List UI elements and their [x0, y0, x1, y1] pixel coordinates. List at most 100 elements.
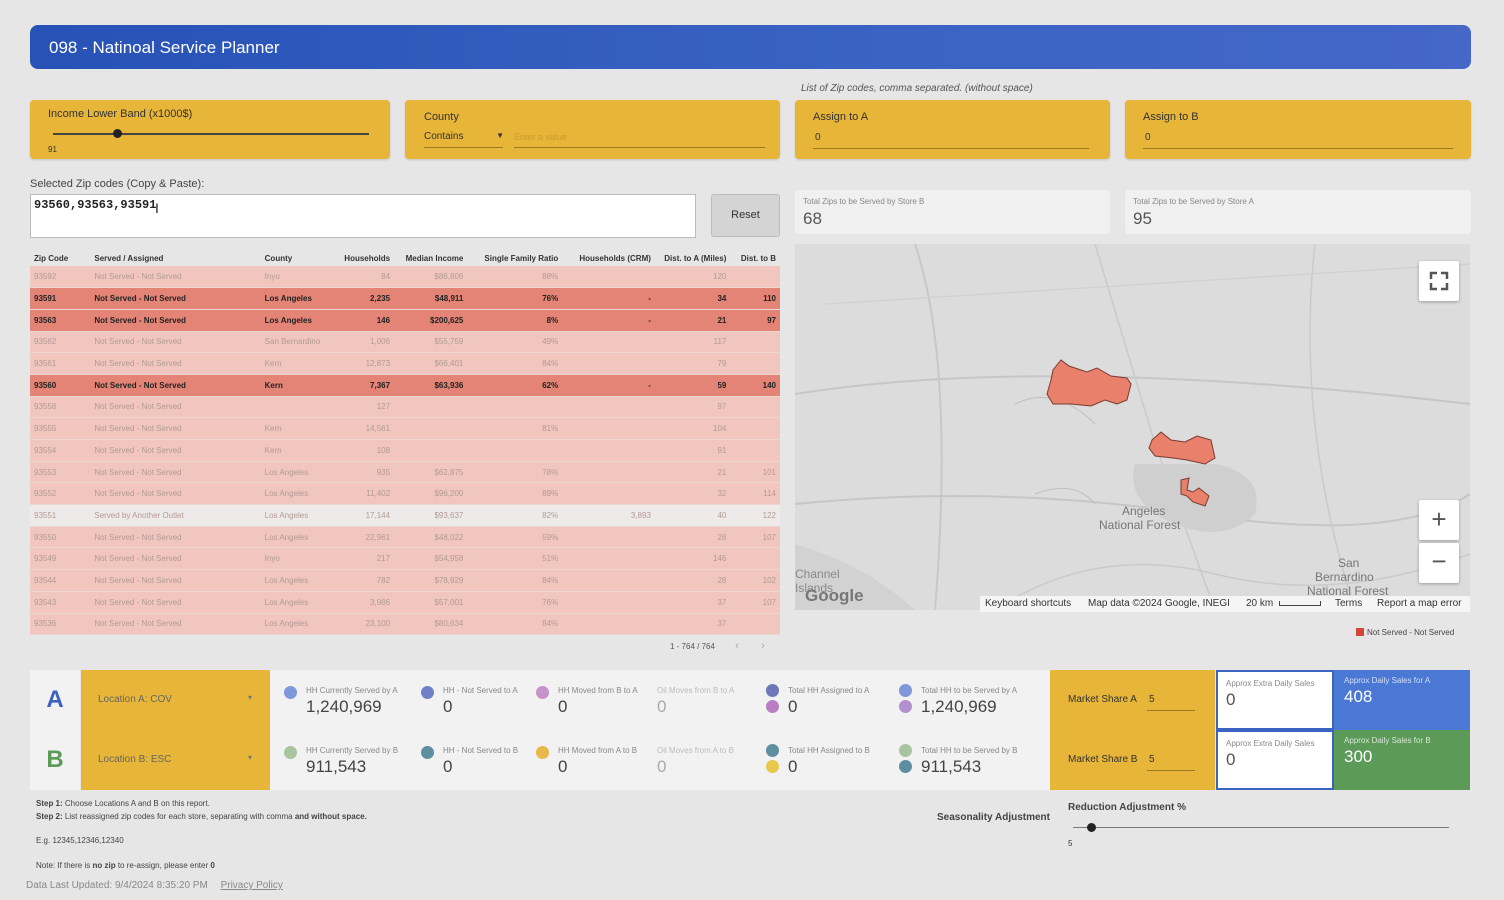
table-cell: 84%: [467, 352, 563, 375]
map-label-islands: Islands: [795, 581, 834, 595]
chevron-right-icon[interactable]: ›: [761, 640, 765, 652]
fullscreen-button[interactable]: [1419, 261, 1459, 301]
column-header[interactable]: County: [260, 250, 337, 266]
zoom-out-button[interactable]: −: [1419, 543, 1459, 583]
table-row[interactable]: 93563 Not Served - Not Served Los Angeles 1…: [30, 309, 780, 332]
table-row[interactable]: 93560 Not Served - Not Served Kern 7,367 $63…: [30, 374, 780, 397]
chevron-left-icon[interactable]: ‹: [735, 640, 739, 652]
county-operator-underline: [424, 147, 503, 148]
table-row[interactable]: 93591 Not Served - Not Served Los Angeles 2…: [30, 287, 780, 310]
step-2: Step 2: List reassigned zip codes for ea…: [36, 811, 367, 821]
stat-value: 0: [443, 697, 453, 716]
table-cell: 120: [654, 266, 731, 289]
table-cell: 82%: [467, 504, 563, 527]
map-zip-polygon-93591[interactable]: [1180, 477, 1210, 507]
location-a-select[interactable]: Location A: COV ▾: [81, 670, 270, 730]
column-header[interactable]: Median Income: [394, 250, 468, 266]
zip-hint: List of Zip codes, comma separated. (wit…: [801, 83, 1033, 94]
column-header[interactable]: Households (CRM): [562, 250, 655, 266]
column-header[interactable]: Zip Code: [30, 250, 91, 266]
reduction-slider-track[interactable]: [1073, 827, 1449, 828]
table-row[interactable]: 93543 Not Served - Not Served Los Angeles 3…: [30, 591, 780, 614]
income-slider-value: 91: [48, 145, 57, 154]
table-row[interactable]: 93554 Not Served - Not Served Kern 108 91: [30, 439, 780, 462]
reduction-slider-handle[interactable]: [1087, 823, 1096, 832]
zip-map[interactable]: Angeles National Forest San Bernardino N…: [795, 244, 1470, 610]
map-zip-polygon-93563[interactable]: [1148, 431, 1216, 465]
column-header[interactable]: Dist. to A (Miles): [654, 250, 731, 266]
stat-dot-icon: [766, 760, 779, 773]
stat-value: 1,240,969: [306, 697, 382, 716]
assign-a-input[interactable]: 0: [815, 132, 821, 143]
column-header[interactable]: Single Family Ratio: [467, 250, 563, 266]
column-header[interactable]: Served / Assigned: [90, 250, 261, 266]
assign-b-field[interactable]: Assign to B 0: [1125, 100, 1471, 159]
stat-label: HH - Not Served to A: [443, 686, 518, 695]
table-row[interactable]: 93536 Not Served - Not Served Los Angeles 2…: [30, 613, 780, 636]
table-cell: 93543: [30, 591, 91, 614]
table-cell: $86,806: [394, 266, 468, 289]
assign-b-input[interactable]: 0: [1145, 132, 1151, 143]
stat-value: 0: [657, 697, 667, 716]
table-row[interactable]: 93592 Not Served - Not Served Inyo 84 $86,80…: [30, 266, 780, 289]
table-cell: 122: [730, 504, 780, 527]
table-row[interactable]: 93552 Not Served - Not Served Los Angeles 1…: [30, 482, 780, 506]
table-row[interactable]: 93561 Not Served - Not Served Kern 12,873 $6…: [30, 352, 780, 375]
table-cell: 93591: [30, 287, 91, 310]
income-slider-track[interactable]: [53, 133, 369, 135]
table-cell: -: [562, 309, 655, 332]
table-cell: Not Served - Not Served: [90, 374, 261, 397]
report-map-error-link[interactable]: Report a map error: [1377, 598, 1462, 609]
terms-link[interactable]: Terms: [1335, 598, 1363, 609]
table-cell: 84%: [467, 613, 563, 636]
table-cell: Los Angeles: [260, 309, 337, 332]
pager-range: 1 - 764 / 764: [670, 642, 715, 651]
table-cell: 93592: [30, 266, 91, 289]
table-cell: -: [562, 287, 655, 310]
table-row[interactable]: 93562 Not Served - Not Served San Bernardi…: [30, 331, 780, 354]
column-header[interactable]: Dist. to B: [730, 250, 780, 266]
reset-button[interactable]: Reset: [711, 194, 780, 237]
income-slider-handle[interactable]: [113, 129, 122, 138]
table-row[interactable]: 93555 Not Served - Not Served Kern 14,561 81…: [30, 417, 780, 440]
privacy-policy-link[interactable]: Privacy Policy: [220, 880, 283, 891]
county-value-input[interactable]: Enter a value: [514, 132, 568, 142]
location-b-select[interactable]: Location B: ESC ▾: [81, 730, 270, 790]
county-operator-select[interactable]: Contains ▼: [424, 131, 504, 142]
table-cell: Not Served - Not Served: [90, 309, 261, 332]
assign-a-field[interactable]: Assign to A 0: [795, 100, 1110, 159]
table-row[interactable]: 93544 Not Served - Not Served Los Angeles 7…: [30, 569, 780, 592]
market-share-a-input[interactable]: 5: [1149, 694, 1155, 705]
table-row[interactable]: 93549 Not Served - Not Served Inyo 217 $54,9…: [30, 547, 780, 571]
selected-zips-textarea[interactable]: 93560,93563,93591: [30, 194, 696, 238]
table-cell: Not Served - Not Served: [90, 266, 261, 289]
stat-label: Total HH Assigned to B: [788, 746, 870, 755]
table-cell: $96,200: [394, 482, 468, 506]
table-row[interactable]: 93553 Not Served - Not Served Los Angeles 9…: [30, 461, 780, 484]
table-cell: 17,144: [336, 504, 395, 527]
column-header[interactable]: Households: [336, 250, 395, 266]
table-cell: $63,936: [394, 374, 468, 397]
extra-daily-sales-a-label: Approx Extra Daily Sales: [1226, 679, 1315, 688]
table-cell: 1,006: [336, 331, 395, 354]
stat-dot-icon: [899, 700, 912, 713]
table-cell: [562, 526, 655, 549]
table-row[interactable]: 93558 Not Served - Not Served 127 97: [30, 396, 780, 419]
table-cell: Not Served - Not Served: [90, 482, 261, 506]
table-cell: 93552: [30, 482, 91, 506]
table-row[interactable]: 93550 Not Served - Not Served Los Angeles 2…: [30, 526, 780, 549]
stat-label: HH Moved from B to A: [558, 686, 638, 695]
table-cell: 88%: [467, 266, 563, 289]
market-share-b-input[interactable]: 5: [1149, 754, 1155, 765]
table-row[interactable]: 93551 Served by Another Outlet Los Angeles…: [30, 504, 780, 527]
zoom-in-button[interactable]: +: [1419, 500, 1459, 540]
text-cursor-icon: I: [155, 200, 159, 216]
keyboard-shortcuts-link[interactable]: Keyboard shortcuts: [985, 598, 1072, 609]
table-cell: $48,911: [394, 287, 468, 310]
table-cell: 101: [730, 461, 780, 484]
table-cell: 93561: [30, 352, 91, 375]
table-cell: 84%: [467, 569, 563, 592]
table-cell: Not Served - Not Served: [90, 526, 261, 549]
map-zip-polygon-93560[interactable]: [1046, 359, 1132, 407]
note: Note: If there is no zip to re-assign, p…: [36, 860, 215, 870]
